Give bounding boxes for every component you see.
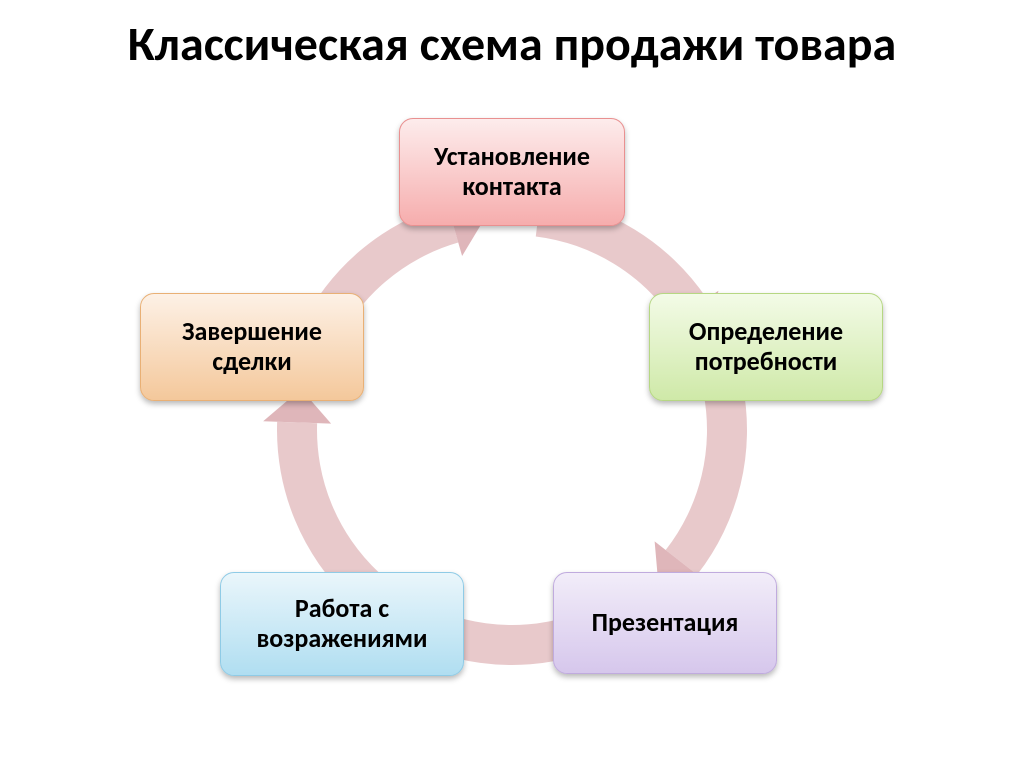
cycle-node-label: Завершениесделки — [182, 317, 322, 377]
cycle-node-establish-contact: Установлениеконтакта — [399, 118, 625, 226]
page-title: Классическая схема продажи товара — [0, 14, 1024, 73]
cycle-node-label: Определениепотребности — [689, 317, 843, 377]
cycle-node-label: Работа свозражениями — [256, 594, 427, 654]
cycle-node-close-deal: Завершениесделки — [140, 293, 364, 401]
cycle-arc — [666, 385, 747, 575]
cycle-node-label: Установлениеконтакта — [434, 142, 590, 202]
cycle-node-label: Презентация — [592, 608, 739, 638]
cycle-node-identify-needs: Определениепотребности — [649, 293, 883, 401]
cycle-node-objections: Работа свозражениями — [220, 572, 464, 676]
cycle-node-presentation: Презентация — [553, 572, 777, 674]
diagram-stage: Установлениеконтакта Определениепотребнос… — [0, 0, 1024, 767]
